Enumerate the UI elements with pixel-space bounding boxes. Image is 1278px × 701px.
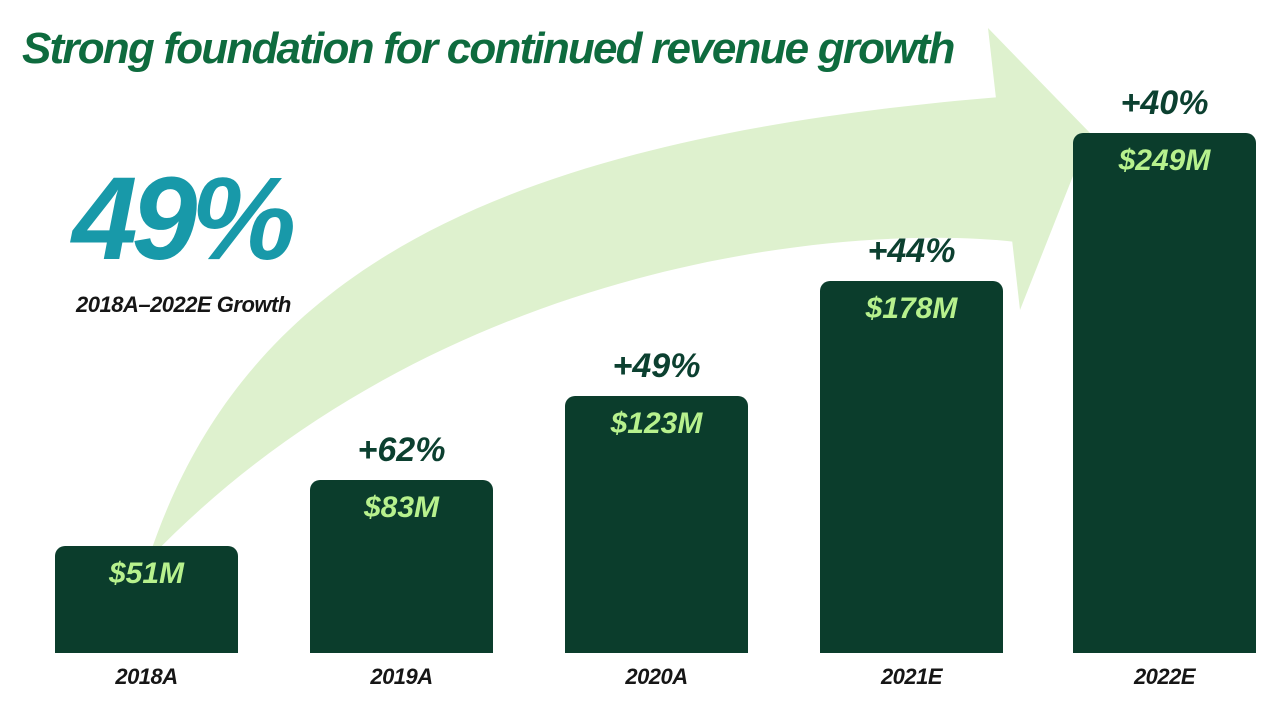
highlight-block: 49% 2018A–2022E Growth — [72, 153, 296, 318]
axis-label-2019a: 2019A — [370, 664, 433, 689]
revenue-bar-2022e: $249M — [1073, 133, 1256, 653]
revenue-bar-2019a: $83M — [310, 480, 493, 653]
axis-label-2020a: 2020A — [625, 664, 688, 689]
bar-value-2020a: $123M — [610, 407, 703, 440]
growth-label-2020a: +49% — [612, 346, 701, 385]
growth-label-2022e: +40% — [1120, 83, 1209, 122]
highlight-caption: 2018A–2022E Growth — [76, 292, 291, 317]
axis-label-2021e: 2021E — [880, 664, 943, 689]
highlight-value: 49% — [72, 153, 296, 285]
axis-label-2022e: 2022E — [1133, 664, 1196, 689]
bar-value-2021e: $178M — [865, 292, 958, 325]
bar-value-2018a: $51M — [108, 557, 185, 590]
axis-label-2018a: 2018A — [115, 664, 178, 689]
bar-group-2021e: +44% $178M 2021E — [820, 231, 1003, 689]
bar-value-2022e: $249M — [1118, 144, 1211, 177]
bar-group-2018a: $51M 2018A — [55, 534, 238, 689]
revenue-bar-2018a: $51M — [55, 546, 238, 653]
bar-group-2019a: +62% $83M 2019A — [310, 430, 493, 689]
growth-label-2019a: +62% — [357, 430, 446, 469]
bar-group-2022e: +40% $249M 2022E — [1073, 83, 1256, 689]
bar-group-2020a: +49% $123M 2020A — [565, 346, 748, 689]
revenue-bar-2021e: $178M — [820, 281, 1003, 653]
page-title: Strong foundation for continued revenue … — [22, 24, 955, 73]
growth-arrow-shape — [148, 28, 1090, 560]
growth-label-2021e: +44% — [867, 231, 956, 270]
bar-value-2019a: $83M — [363, 491, 440, 524]
revenue-bar-2020a: $123M — [565, 396, 748, 653]
